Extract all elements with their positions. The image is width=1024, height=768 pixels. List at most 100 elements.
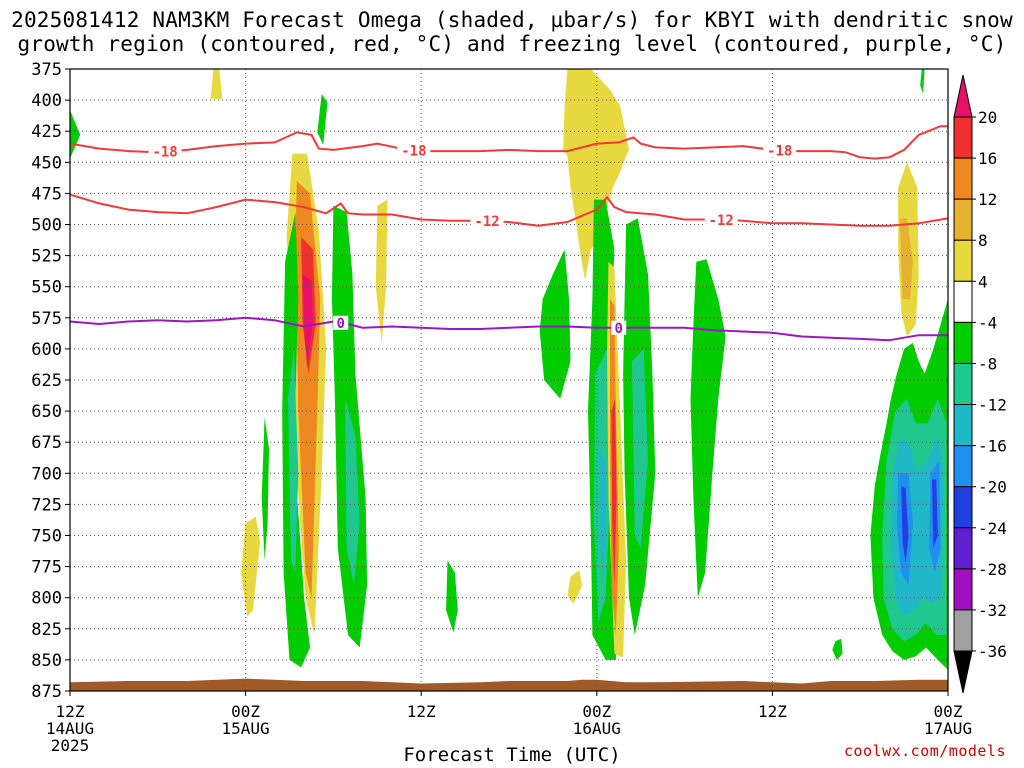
y-tick-label-375: 375 — [31, 60, 62, 80]
colorbar-label-5: -4 — [978, 313, 997, 332]
contour-label-bg-0-1 — [611, 320, 627, 335]
omega-region-36 — [901, 485, 909, 563]
colorbar-band-12 — [953, 609, 973, 652]
plot-area: -18 -18 -18 -12 -12 0 0 — [70, 69, 948, 691]
y-tick-label-875: 875 — [31, 682, 62, 702]
colorbar-band-10 — [953, 527, 973, 570]
x-tick-label-36-1: 16AUG — [573, 719, 621, 738]
plot-frame — [69, 68, 949, 692]
colorbar-band-4 — [953, 280, 973, 323]
omega-region-28 — [832, 638, 843, 660]
colorbar-label-0: 20 — [978, 108, 997, 127]
x-tick-label-0-2: 2025 — [51, 736, 90, 755]
colorbar-label-8: -16 — [978, 437, 1007, 456]
omega-region-20 — [598, 448, 606, 573]
omega-region-17 — [539, 249, 571, 399]
omega-region-1 — [70, 110, 81, 159]
colorbar-label-13: -36 — [978, 642, 1007, 661]
contour-0 — [70, 316, 948, 342]
y-tick-label-625: 625 — [31, 371, 62, 391]
colorbar-band-1 — [953, 157, 973, 200]
colorbar-label-12: -32 — [978, 601, 1007, 620]
colorbar-band-8 — [953, 445, 973, 488]
omega-region-16 — [563, 69, 629, 281]
omega-region-37 — [931, 479, 938, 548]
omega-region-15 — [446, 560, 458, 633]
colorbar-band-11 — [953, 568, 973, 611]
colorbar-band-7 — [953, 404, 973, 447]
x-axis-title: Forecast Time (UTC) — [403, 744, 621, 766]
y-tick-label-575: 575 — [31, 309, 62, 329]
x-tick-label-60-0: 00Z — [934, 702, 963, 721]
y-tick-label-850: 850 — [31, 651, 62, 671]
colorbar-label-4: 4 — [978, 272, 988, 291]
omega-region-27 — [690, 259, 726, 598]
contour-label-bg--18-2 — [763, 143, 797, 158]
colorbar-bottom-triangle — [953, 650, 973, 694]
chart-title-line1: 2025081412 NAM3KM Forecast Omega (shaded… — [11, 8, 1013, 32]
contour-label--18-1: -18 — [401, 143, 426, 159]
colorbar-band-3 — [953, 239, 973, 282]
terrain-fill — [70, 678, 948, 691]
y-tick-label-700: 700 — [31, 464, 62, 484]
y-tick-label-500: 500 — [31, 216, 62, 236]
contour-label-0-0: 0 — [336, 316, 344, 332]
colorbar-top-triangle — [953, 74, 973, 118]
y-tick-label-775: 775 — [31, 558, 62, 578]
omega-region-25 — [631, 348, 648, 548]
colorbar-label-9: -20 — [978, 478, 1007, 497]
x-tick-label-60-1: 17AUG — [924, 719, 972, 738]
y-tick-label-525: 525 — [31, 247, 62, 267]
omega-region-0 — [210, 69, 223, 99]
y-tick-label-650: 650 — [31, 402, 62, 422]
colorbar-band-5 — [953, 321, 973, 364]
omega-region-26 — [567, 570, 583, 604]
chart-title-line2: growth region (contoured, red, °C) and f… — [17, 32, 1007, 56]
colorbar-label-7: -12 — [978, 396, 1007, 415]
omega-region-13 — [261, 417, 269, 561]
x-tick-label-36-0: 00Z — [582, 702, 611, 721]
x-tick-label-0-0: 12Z — [56, 702, 85, 721]
colorbar-label-3: 8 — [978, 231, 988, 250]
omega-region-8 — [282, 212, 310, 668]
y-tick-label-425: 425 — [31, 122, 62, 142]
colorbar-band-2 — [953, 198, 973, 241]
colorbar-label-2: 12 — [978, 190, 997, 209]
x-tick-label-12-1: 15AUG — [222, 719, 270, 738]
contour-label-bg--18-0 — [148, 144, 182, 159]
contour--12 — [70, 193, 948, 227]
omega-region-11 — [345, 398, 360, 586]
contour-label--18-2: -18 — [767, 143, 792, 159]
omega-region-30 — [899, 218, 913, 300]
x-tick-label-24-0: 12Z — [407, 702, 436, 721]
x-tick-label-0-1: 14AUG — [46, 719, 94, 738]
contour-label-bg-0-0 — [333, 315, 349, 330]
colorbar-band-9 — [953, 486, 973, 529]
omega-region-2 — [317, 93, 328, 145]
colorbar-label-6: -8 — [978, 354, 997, 373]
colorbar-label-11: -28 — [978, 560, 1007, 579]
colorbar-band-0 — [953, 116, 973, 159]
contour-label-bg--12-1 — [704, 212, 738, 227]
colorbar-label-10: -24 — [978, 519, 1007, 538]
y-tick-label-725: 725 — [31, 495, 62, 515]
y-tick-label-825: 825 — [31, 620, 62, 640]
contour--18 — [70, 125, 948, 160]
contour-label--12-0: -12 — [474, 214, 499, 230]
y-tick-label-550: 550 — [31, 278, 62, 298]
y-tick-label-475: 475 — [31, 184, 62, 204]
omega-region-23 — [611, 398, 617, 586]
colorbar-band-6 — [953, 362, 973, 406]
contour-label-bg--18-1 — [397, 143, 431, 158]
y-tick-label-675: 675 — [31, 433, 62, 453]
x-tick-label-12-0: 00Z — [231, 702, 260, 721]
omega-region-3 — [920, 69, 925, 94]
contour-label-0-1: 0 — [615, 321, 623, 337]
credit-link[interactable]: coolwx.com/models — [843, 742, 1006, 760]
y-tick-label-750: 750 — [31, 527, 62, 547]
y-tick-label-450: 450 — [31, 153, 62, 173]
y-tick-label-800: 800 — [31, 589, 62, 609]
omega-region-9 — [288, 348, 299, 573]
y-tick-label-400: 400 — [31, 91, 62, 111]
